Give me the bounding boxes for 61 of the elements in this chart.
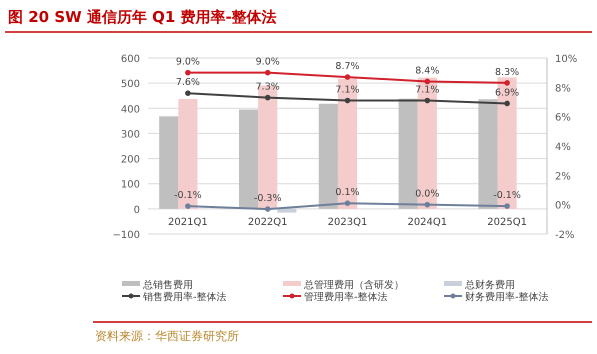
x-tick-label: 2023Q1 <box>328 216 368 228</box>
legend-label: 管理费用率-整体法 <box>304 291 388 303</box>
y-tick-label: 300 <box>120 129 140 140</box>
y-tick-label: 400 <box>120 104 140 116</box>
point <box>504 203 510 209</box>
point <box>424 98 430 104</box>
y-tick-label: 100 <box>120 180 140 191</box>
data-label: 8.3% <box>495 66 520 78</box>
point <box>344 74 350 80</box>
data-label: -0.1% <box>174 190 202 202</box>
y2-tick-label: 6% <box>555 112 571 124</box>
x-tick-label: 2021Q1 <box>168 216 208 228</box>
bar <box>318 104 338 209</box>
legend-label: 财务费用率-整体法 <box>465 291 549 303</box>
point <box>185 90 191 96</box>
point <box>264 206 270 212</box>
data-label: -0.3% <box>254 193 282 204</box>
legend-label: 总财务费用 <box>464 279 515 291</box>
data-label: 0.1% <box>335 187 360 198</box>
y2-tick-label: 2% <box>555 171 571 182</box>
y-tick-label: −100 <box>112 230 140 241</box>
data-label: 9.0% <box>176 56 200 68</box>
data-label: 0.0% <box>415 188 440 200</box>
y2-tick-label: 4% <box>555 142 571 153</box>
x-tick-label: 2022Q1 <box>248 216 288 228</box>
data-label: 7.1% <box>335 84 360 96</box>
point <box>424 78 430 84</box>
chart-title: 图 20 SW 通信历年 Q1 费用率-整体法 <box>8 8 277 26</box>
point <box>504 100 510 106</box>
y2-tick-label: -2% <box>555 230 574 241</box>
data-label: 7.1% <box>415 84 440 96</box>
point <box>264 70 270 76</box>
data-label: 8.7% <box>335 61 360 72</box>
point <box>504 80 510 86</box>
legend-label: 总管理费用（含研发） <box>303 279 404 291</box>
point <box>264 94 270 100</box>
data-label: 6.9% <box>495 87 520 98</box>
point <box>185 70 191 76</box>
y-tick-label: 600 <box>120 54 140 65</box>
y2-tick-label: 0% <box>555 200 571 212</box>
point <box>344 98 350 104</box>
point <box>185 203 191 209</box>
y2-tick-label: 10% <box>555 54 578 65</box>
bar <box>338 78 358 209</box>
y-tick-label: 200 <box>120 154 140 166</box>
x-tick-label: 2024Q1 <box>407 216 448 228</box>
data-label: 7.3% <box>256 82 280 93</box>
x-tick-label: 2025Q1 <box>487 216 527 228</box>
data-label: 7.6% <box>176 77 200 88</box>
point <box>344 200 350 206</box>
data-label: 9.0% <box>256 56 280 68</box>
legend-label: 销售费用率-整体法 <box>142 291 227 303</box>
y-tick-label: 500 <box>120 79 140 90</box>
data-label: 8.4% <box>415 65 440 76</box>
legend-label: 总销售费用 <box>142 279 193 291</box>
point <box>424 202 430 208</box>
y2-tick-label: 8% <box>555 83 571 94</box>
text: 资料来源：华西证券研究所 <box>95 329 239 343</box>
y-tick-label: 0 <box>134 204 140 216</box>
data-label: -0.1% <box>493 190 521 202</box>
bar <box>418 78 437 209</box>
